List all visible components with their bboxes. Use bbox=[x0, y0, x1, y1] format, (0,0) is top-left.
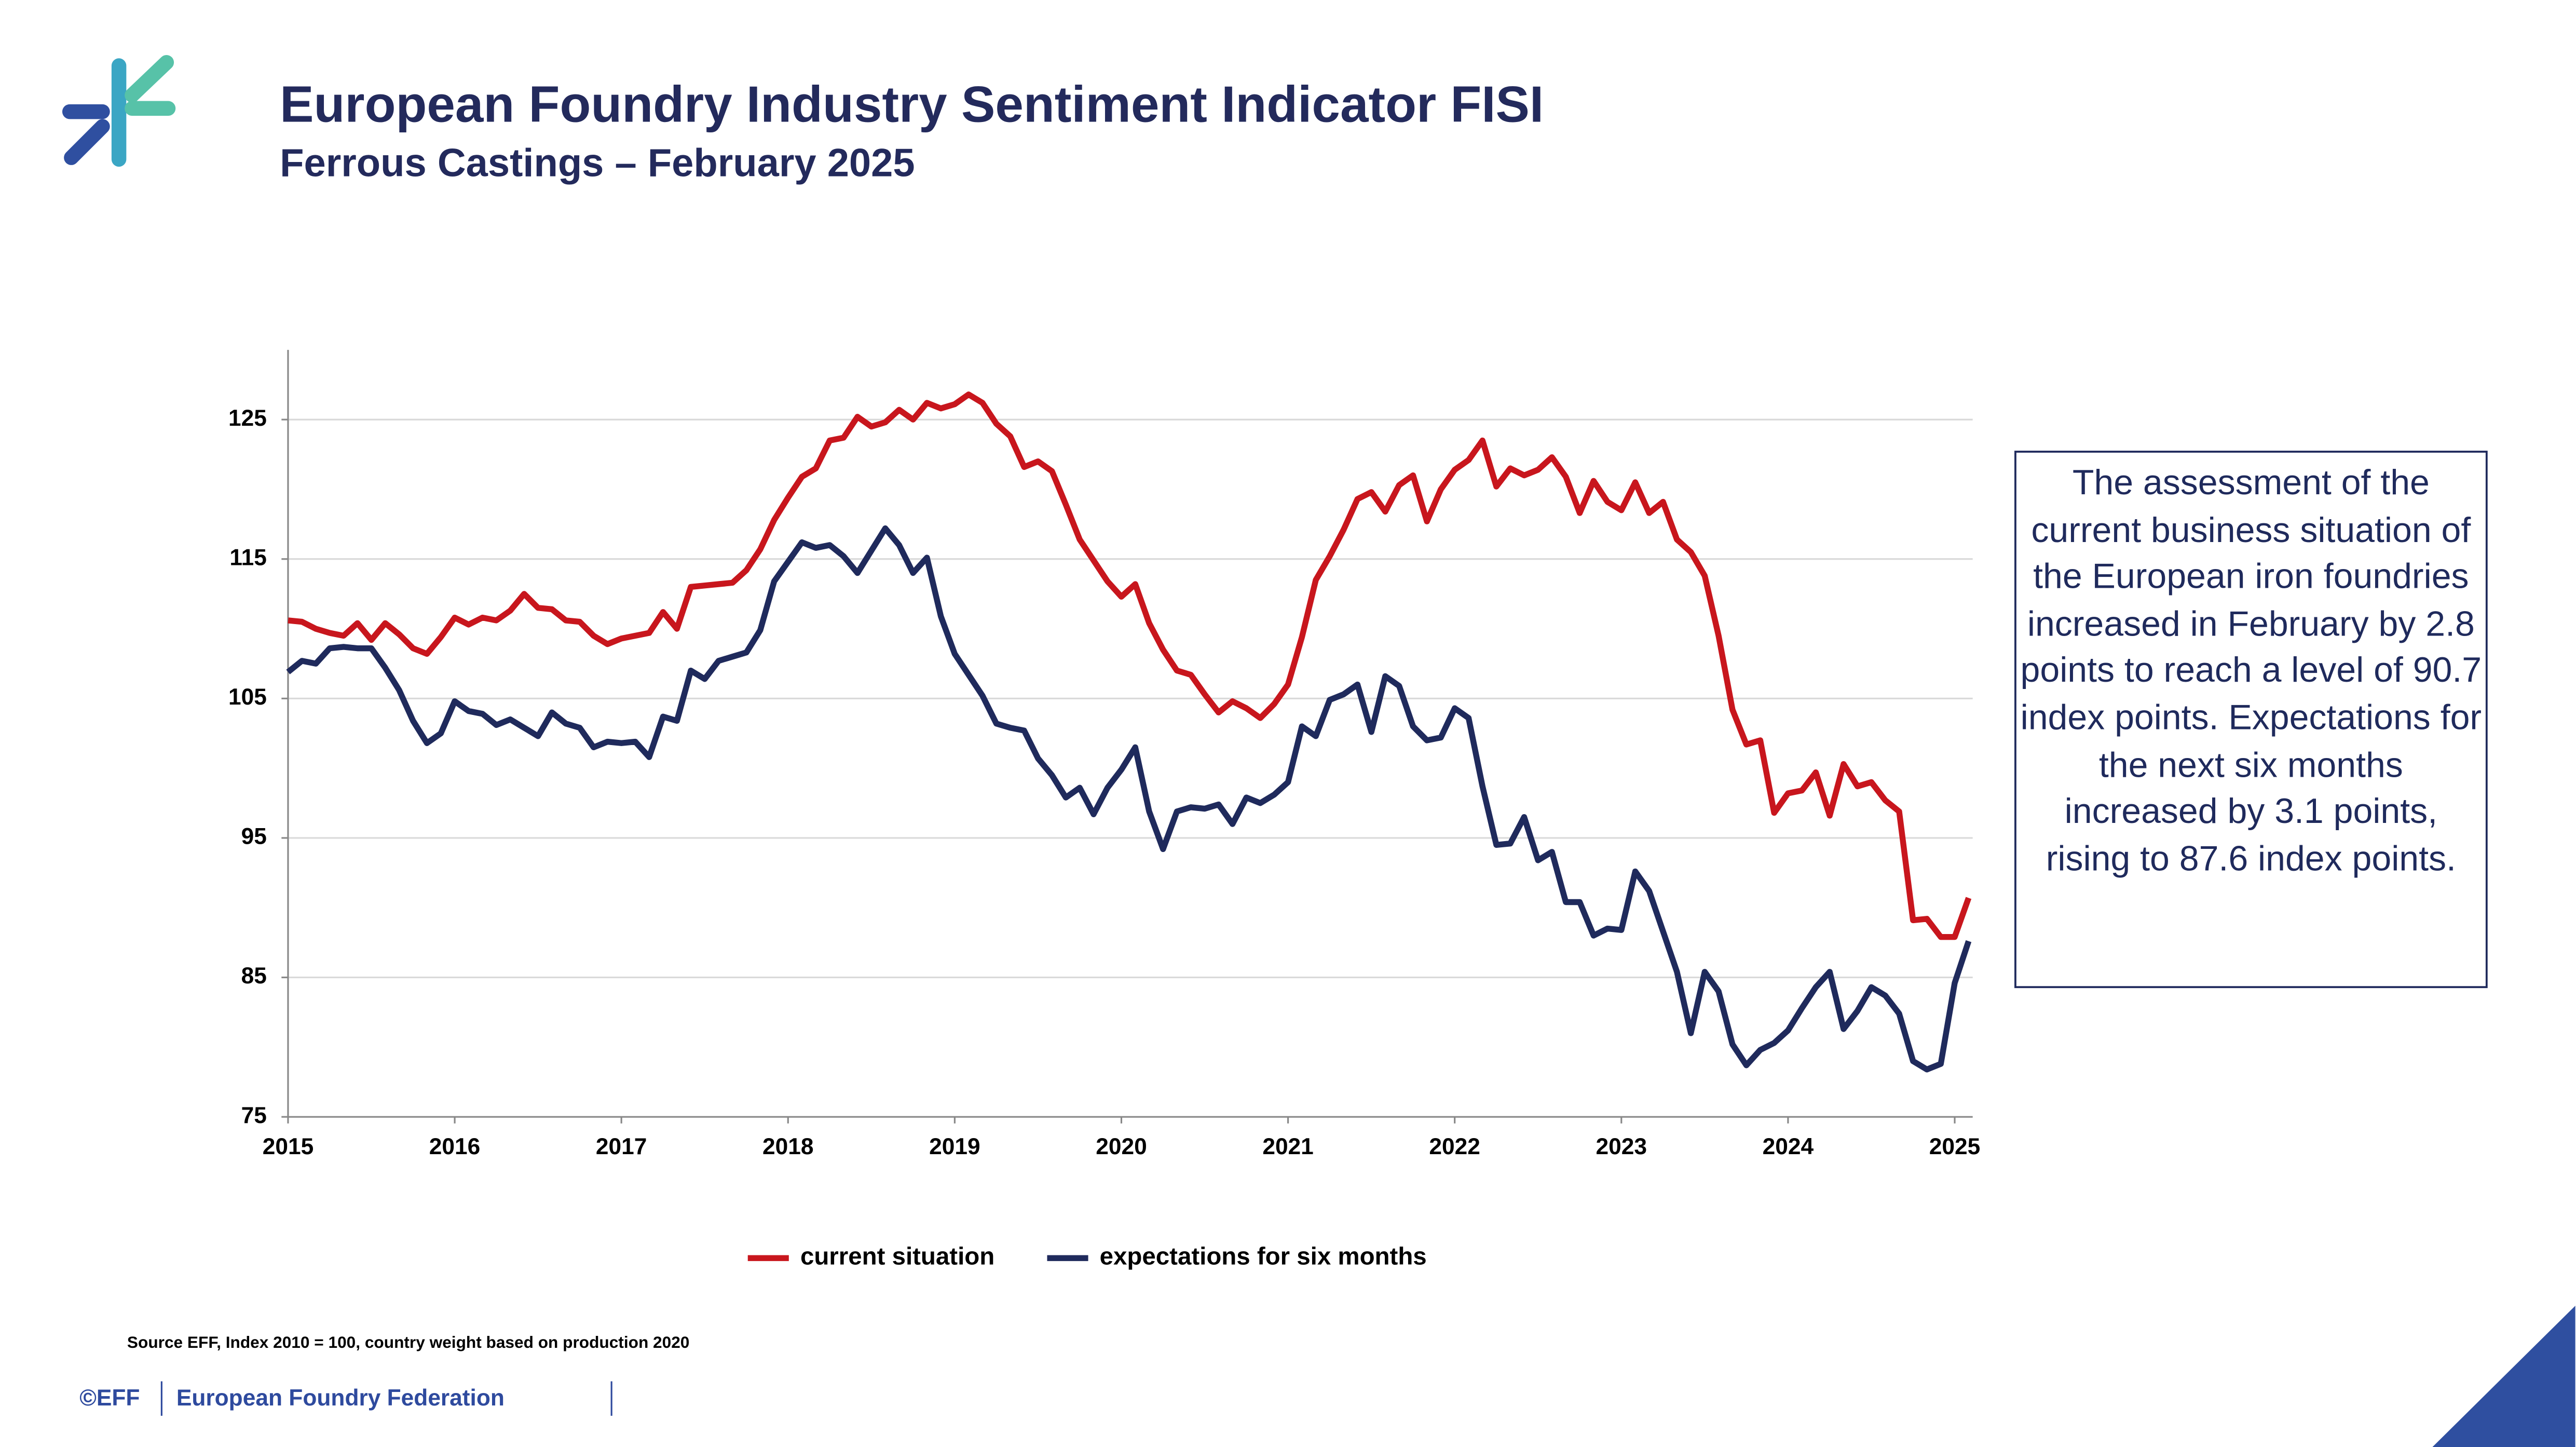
y-tick-label: 95 bbox=[241, 824, 267, 849]
source-note: Source EFF, Index 2010 = 100, country we… bbox=[127, 1333, 689, 1351]
title: European Foundry Industry Sentiment Indi… bbox=[280, 76, 1544, 133]
line-series bbox=[286, 525, 1972, 1073]
legend-label: current situation bbox=[800, 1243, 994, 1270]
annotation-container: The assessment of the current business s… bbox=[2020, 463, 2482, 878]
x-tick-label: 2022 bbox=[1429, 1134, 1480, 1159]
x-tick-label: 2024 bbox=[1763, 1134, 1814, 1159]
x-tick-label: 2025 bbox=[1929, 1134, 1980, 1159]
y-tick-label: 75 bbox=[241, 1103, 267, 1128]
x-tick-label: 2019 bbox=[929, 1134, 980, 1159]
x-tick-label: 2015 bbox=[263, 1134, 314, 1159]
legend-label: expectations for six months bbox=[1100, 1243, 1427, 1270]
logo bbox=[62, 55, 176, 167]
copyright: ©EFF bbox=[79, 1385, 140, 1411]
x-tick-label: 2020 bbox=[1096, 1134, 1147, 1159]
line-series bbox=[288, 391, 1972, 940]
x-tick-label: 2016 bbox=[429, 1134, 480, 1159]
x-tick-label: 2018 bbox=[762, 1134, 813, 1159]
corner-decoration bbox=[2432, 1305, 2575, 1447]
annotation-box bbox=[2014, 451, 2488, 989]
annotation: The assessment of the current business s… bbox=[2020, 463, 2482, 878]
y-tick-label: 115 bbox=[229, 545, 266, 570]
plot: 75 85 95 105 115 125 2015 2016 2017 2018 2019 2020 2… bbox=[228, 349, 1980, 1270]
y-tick-label: 105 bbox=[228, 684, 267, 710]
y-tick-label: 125 bbox=[228, 405, 267, 431]
x-tick-label: 2017 bbox=[596, 1134, 647, 1159]
y-tick-label: 85 bbox=[241, 963, 267, 989]
x-tick-label: 2021 bbox=[1262, 1134, 1313, 1159]
organization: European Foundry Federation bbox=[176, 1385, 505, 1411]
subtitle: Ferrous Castings – February 2025 bbox=[280, 141, 915, 185]
x-tick-label: 2023 bbox=[1596, 1134, 1647, 1159]
